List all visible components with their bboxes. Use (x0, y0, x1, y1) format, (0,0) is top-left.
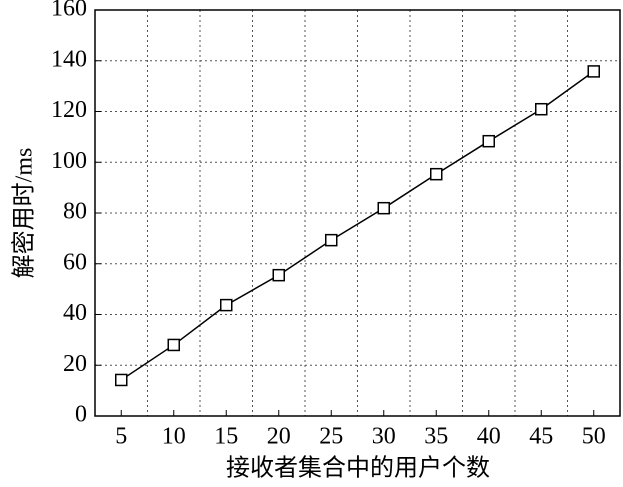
y-tick-label: 140 (51, 46, 87, 72)
y-tick-label: 40 (63, 300, 87, 326)
x-tick-label: 35 (424, 424, 448, 450)
x-tick-label: 10 (162, 424, 186, 450)
x-tick-label: 25 (319, 424, 343, 450)
line (120, 70, 595, 381)
marker (482, 134, 495, 148)
marker (430, 167, 443, 181)
y-tick-label: 160 (51, 0, 87, 22)
marker (535, 102, 548, 116)
y-axis-label: 解密用时/ms (11, 148, 38, 279)
x-tick-label: 30 (372, 424, 396, 450)
marker (167, 338, 180, 352)
plot-frame (94, 9, 621, 417)
x-axis-label: 接收者集合中的用户个数 (226, 455, 490, 482)
marker (377, 201, 390, 215)
x-tick-label: 5 (115, 424, 127, 450)
x-tick-label: 45 (529, 424, 553, 450)
x-tick-label: 15 (214, 424, 238, 450)
x-tick-label: 20 (267, 424, 291, 450)
y-tick-label: 0 (75, 402, 87, 428)
marker (115, 373, 128, 387)
y-tick-label: 100 (51, 148, 87, 174)
y-tick-label: 80 (63, 199, 87, 225)
marker (325, 233, 338, 247)
marker (220, 298, 233, 312)
marker (272, 268, 285, 282)
x-tick-label: 50 (582, 424, 606, 450)
marker (587, 65, 600, 78)
y-tick-label: 120 (51, 97, 87, 123)
y-tick-label: 20 (63, 351, 87, 377)
y-tick-label: 60 (63, 249, 87, 275)
x-tick-label: 40 (477, 424, 501, 450)
